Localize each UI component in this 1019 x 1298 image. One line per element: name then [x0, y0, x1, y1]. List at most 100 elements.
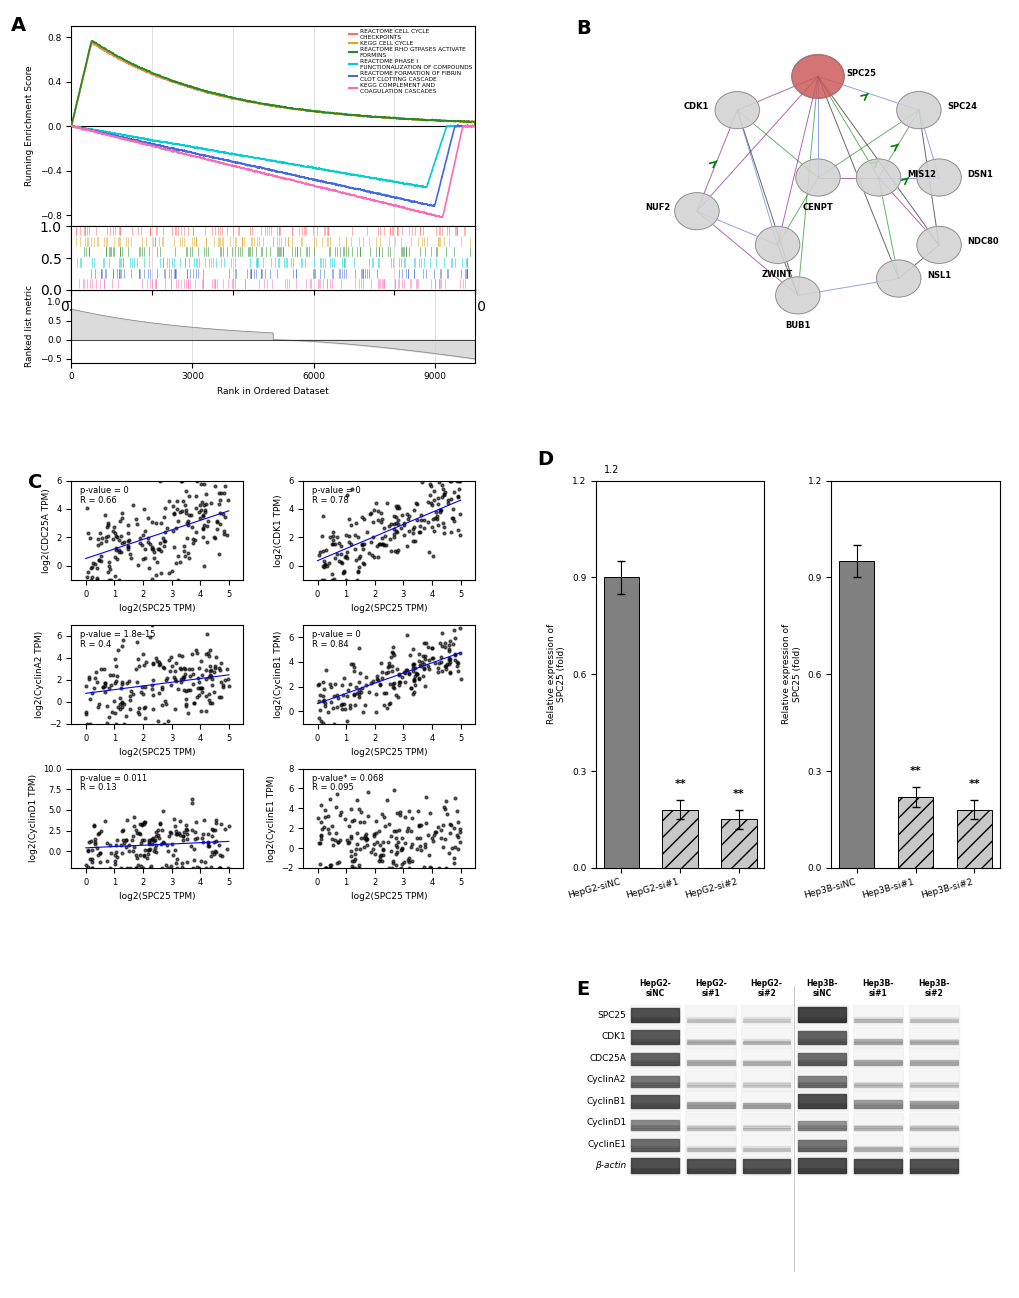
Bar: [685, 1070, 736, 1089]
Point: [150, 539, 166, 559]
Point: [372, 844, 388, 864]
Point: [121, 530, 138, 550]
Point: [187, 811, 204, 832]
Point: [346, 539, 363, 559]
Point: [329, 832, 345, 853]
Point: [372, 511, 388, 532]
Bar: [685, 1112, 736, 1132]
Point: [219, 524, 235, 545]
Point: [78, 566, 95, 587]
Point: [412, 655, 428, 676]
Point: [437, 790, 453, 811]
Point: [196, 474, 212, 495]
Point: [445, 853, 462, 874]
Point: [168, 824, 184, 845]
Bar: [854, 1038, 901, 1040]
Point: [342, 654, 359, 675]
Point: [202, 661, 218, 681]
Point: [411, 522, 427, 543]
Circle shape: [774, 276, 819, 314]
Point: [384, 676, 400, 697]
Point: [439, 489, 455, 510]
Bar: [797, 1027, 847, 1046]
Point: [412, 828, 428, 849]
Point: [166, 504, 182, 524]
Point: [344, 654, 361, 675]
Point: [398, 820, 415, 841]
Point: [381, 694, 397, 715]
Point: [361, 681, 377, 702]
Point: [329, 685, 345, 706]
Point: [391, 802, 408, 823]
Point: [164, 845, 180, 866]
Point: [217, 670, 233, 691]
Point: [377, 816, 393, 837]
Point: [411, 667, 427, 688]
Point: [342, 533, 359, 554]
Point: [441, 652, 458, 672]
Point: [342, 828, 359, 849]
Point: [311, 707, 327, 728]
Point: [151, 539, 167, 559]
Point: [208, 813, 224, 833]
Point: [147, 837, 163, 858]
Point: [343, 857, 360, 877]
Point: [440, 653, 457, 674]
Point: [164, 496, 180, 517]
Point: [176, 546, 193, 567]
Text: ZWINT: ZWINT: [761, 270, 793, 279]
Point: [424, 509, 440, 530]
Point: [86, 814, 102, 835]
Point: [357, 694, 373, 715]
Point: [136, 829, 152, 850]
Point: [366, 826, 382, 846]
Bar: [798, 1076, 846, 1086]
Point: [127, 658, 144, 679]
Point: [419, 511, 435, 532]
Point: [125, 826, 142, 846]
Bar: [629, 1049, 680, 1068]
Point: [213, 482, 229, 502]
Point: [144, 833, 160, 854]
Point: [452, 668, 469, 689]
Point: [313, 526, 329, 546]
Point: [127, 858, 144, 879]
Point: [389, 540, 406, 561]
Point: [125, 837, 142, 858]
Point: [159, 835, 175, 855]
Bar: [797, 1092, 847, 1111]
X-axis label: Rank in Ordered Dataset: Rank in Ordered Dataset: [217, 387, 329, 396]
Point: [77, 676, 94, 697]
Point: [133, 678, 150, 698]
Y-axis label: Running Enrichment Score: Running Enrichment Score: [25, 66, 35, 187]
Point: [154, 858, 170, 879]
Point: [353, 802, 369, 823]
Point: [173, 658, 190, 679]
Point: [196, 556, 212, 576]
Point: [114, 532, 130, 553]
Point: [184, 663, 201, 684]
Bar: [908, 1112, 958, 1132]
Point: [176, 495, 193, 515]
Bar: [686, 1102, 734, 1108]
Point: [445, 510, 462, 531]
Point: [94, 528, 110, 549]
Bar: [852, 1006, 903, 1025]
Point: [165, 536, 181, 557]
Bar: [909, 1107, 957, 1108]
Point: [370, 670, 386, 691]
Point: [198, 858, 214, 879]
Point: [144, 536, 160, 557]
Point: [381, 674, 397, 694]
Point: [152, 654, 168, 675]
Point: [194, 828, 210, 849]
Point: [178, 828, 195, 849]
Point: [170, 545, 186, 566]
Text: BUB1: BUB1: [785, 321, 810, 330]
Bar: [798, 1124, 846, 1127]
Point: [327, 533, 343, 554]
Point: [316, 679, 332, 700]
Point: [119, 674, 136, 694]
Point: [194, 492, 210, 513]
Point: [317, 858, 333, 879]
